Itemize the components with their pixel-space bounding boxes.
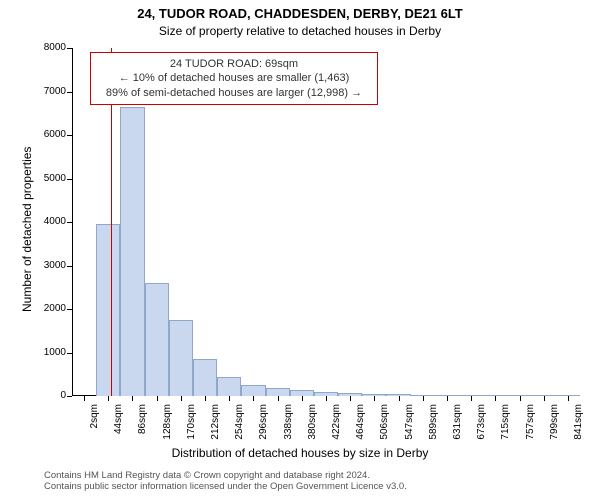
chart-subtitle: Size of property relative to detached ho…	[0, 24, 600, 38]
y-tick-label: 6000	[26, 129, 66, 140]
x-tick-label: 841sqm	[573, 404, 584, 500]
y-tick	[67, 135, 72, 136]
y-tick-label: 8000	[26, 42, 66, 53]
x-tick	[157, 396, 158, 401]
x-tick	[568, 396, 569, 401]
x-tick	[132, 396, 133, 401]
y-tick-label: 4000	[26, 216, 66, 227]
y-tick	[67, 309, 72, 310]
x-tick-label: 2sqm	[89, 404, 100, 500]
callout-box: 24 TUDOR ROAD: 69sqm← 10% of detached ho…	[90, 52, 378, 105]
y-axis-line	[72, 48, 73, 396]
x-tick	[108, 396, 109, 401]
histogram-bar	[145, 283, 169, 396]
callout-line: ← 10% of detached houses are smaller (1,…	[95, 71, 373, 85]
histogram-bar	[120, 107, 144, 396]
histogram-bar	[96, 224, 120, 396]
histogram-bar	[193, 359, 217, 396]
y-tick	[67, 353, 72, 354]
y-tick	[67, 266, 72, 267]
x-tick-label: 380sqm	[307, 404, 318, 500]
x-tick-label: 296sqm	[258, 404, 269, 500]
x-tick	[181, 396, 182, 401]
x-tick	[278, 396, 279, 401]
x-tick-label: 338sqm	[283, 404, 294, 500]
x-tick	[544, 396, 545, 401]
y-tick-label: 7000	[26, 86, 66, 97]
histogram-bar	[217, 377, 241, 396]
x-tick	[471, 396, 472, 401]
x-tick	[229, 396, 230, 401]
y-tick-label: 2000	[26, 303, 66, 314]
x-tick-label: 757sqm	[525, 404, 536, 500]
y-tick	[67, 396, 72, 397]
x-tick	[374, 396, 375, 401]
y-tick-label: 1000	[26, 347, 66, 358]
x-tick-label: 589sqm	[428, 404, 439, 500]
x-tick-label: 212sqm	[210, 404, 221, 500]
x-tick	[326, 396, 327, 401]
x-tick	[399, 396, 400, 401]
x-tick-label: 464sqm	[355, 404, 366, 500]
chart-container: 24, TUDOR ROAD, CHADDESDEN, DERBY, DE21 …	[0, 0, 600, 500]
callout-line: 24 TUDOR ROAD: 69sqm	[95, 57, 373, 71]
x-tick-label: 673sqm	[476, 404, 487, 500]
x-tick-label: 799sqm	[549, 404, 560, 500]
y-tick-label: 3000	[26, 260, 66, 271]
y-axis-label: Number of detached properties	[20, 147, 34, 312]
x-tick-label: 170sqm	[186, 404, 197, 500]
y-tick-label: 5000	[26, 173, 66, 184]
x-tick	[205, 396, 206, 401]
y-tick	[67, 179, 72, 180]
x-tick-label: 547sqm	[404, 404, 415, 500]
chart-title: 24, TUDOR ROAD, CHADDESDEN, DERBY, DE21 …	[0, 6, 600, 21]
x-tick	[495, 396, 496, 401]
x-tick	[302, 396, 303, 401]
x-tick	[350, 396, 351, 401]
histogram-bar	[266, 388, 290, 396]
x-tick	[520, 396, 521, 401]
histogram-bar	[169, 320, 193, 396]
y-tick	[67, 48, 72, 49]
x-tick	[447, 396, 448, 401]
x-tick-label: 86sqm	[137, 404, 148, 500]
y-tick	[67, 92, 72, 93]
x-tick-label: 44sqm	[113, 404, 124, 500]
callout-line: 89% of semi-detached houses are larger (…	[95, 86, 373, 100]
x-tick-label: 422sqm	[331, 404, 342, 500]
x-tick-label: 128sqm	[162, 404, 173, 500]
x-tick	[253, 396, 254, 401]
y-tick-label: 0	[26, 390, 66, 401]
x-tick	[84, 396, 85, 401]
x-tick	[423, 396, 424, 401]
x-tick-label: 715sqm	[500, 404, 511, 500]
x-tick-label: 254sqm	[234, 404, 245, 500]
x-tick-label: 506sqm	[379, 404, 390, 500]
x-tick-label: 631sqm	[452, 404, 463, 500]
histogram-bar	[241, 385, 265, 396]
y-tick	[67, 222, 72, 223]
